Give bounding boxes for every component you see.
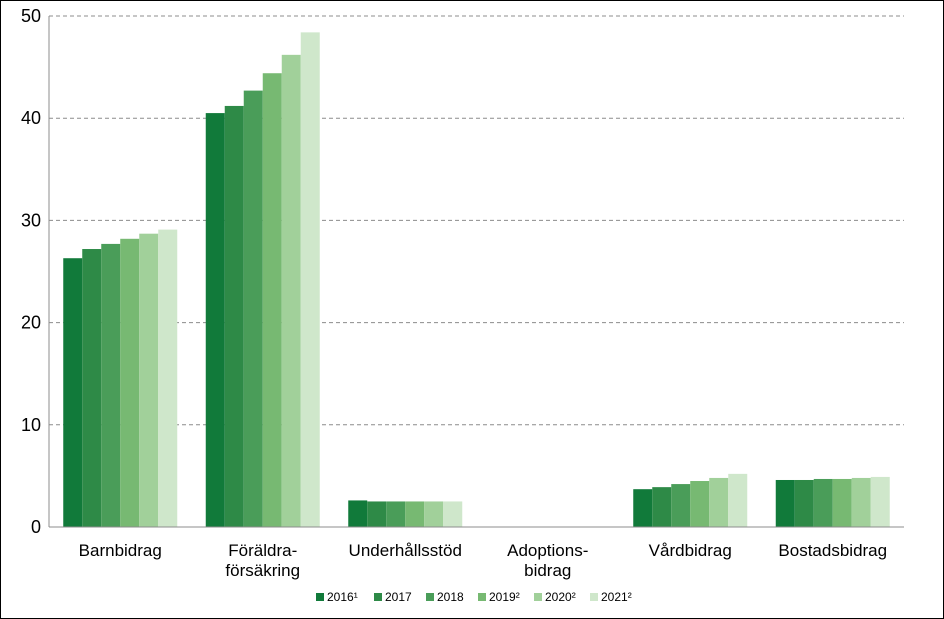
y-tick-label-20: 20 — [21, 313, 41, 333]
legend-label-5: 2021² — [601, 590, 632, 604]
bar-2-2 — [386, 501, 406, 527]
axes: 0 10 20 30 40 50 Barnbidrag Föräldra-försäkring… — [21, 6, 904, 580]
bar-5-5 — [870, 476, 890, 527]
bar-1-4 — [281, 54, 301, 527]
bar-1-2 — [243, 90, 263, 527]
bar-5-1 — [794, 479, 814, 527]
bar-4-4 — [709, 477, 729, 527]
legend-label-1: 2017 — [385, 590, 412, 604]
bar-4-2 — [671, 484, 691, 527]
bar-1-1 — [224, 105, 244, 527]
bars — [63, 32, 890, 528]
gridlines — [49, 15, 904, 426]
legend-label-4: 2020² — [545, 590, 576, 604]
legend-swatch-3 — [478, 593, 486, 601]
bar-0-3 — [120, 238, 140, 527]
bar-4-5 — [728, 473, 748, 527]
bar-5-2 — [813, 478, 833, 527]
category-label-1-1: försäkring — [225, 561, 300, 580]
y-tick-label-50: 50 — [21, 6, 41, 26]
bar-0-0 — [63, 258, 83, 527]
bar-0-2 — [101, 243, 121, 527]
legend-swatch-0 — [316, 593, 324, 601]
category-label-3-0: Adoptions- — [507, 541, 588, 560]
bar-5-0 — [775, 479, 795, 527]
bar-0-1 — [82, 249, 102, 528]
legend-swatch-5 — [590, 593, 598, 601]
bar-0-5 — [158, 229, 178, 527]
category-label-4-0: Vårdbidrag — [649, 541, 732, 560]
bar-2-5 — [443, 501, 463, 527]
y-tick-label-10: 10 — [21, 415, 41, 435]
legend: 2016¹ 2017 2018 2019² 2020² 2021² — [316, 590, 632, 604]
category-label-0-0: Barnbidrag — [79, 541, 162, 560]
category-label-2-0: Underhållsstöd — [349, 541, 462, 560]
legend-label-2: 2018 — [437, 590, 464, 604]
category-label-3-1: bidrag — [524, 561, 571, 580]
bar-2-4 — [424, 501, 444, 527]
bar-4-3 — [690, 481, 710, 527]
bar-1-0 — [205, 113, 225, 527]
category-label-1-0: Föräldra- — [228, 541, 297, 560]
y-tick-label-30: 30 — [21, 210, 41, 230]
bar-1-3 — [262, 73, 282, 528]
bar-1-5 — [300, 32, 320, 528]
bar-2-3 — [405, 501, 425, 527]
bar-0-4 — [139, 233, 159, 527]
bar-5-3 — [832, 478, 852, 527]
legend-label-3: 2019² — [489, 590, 520, 604]
bar-2-0 — [348, 500, 368, 527]
legend-swatch-4 — [534, 593, 542, 601]
y-tick-label-0: 0 — [31, 517, 41, 537]
bar-4-0 — [633, 489, 653, 527]
legend-swatch-2 — [426, 593, 434, 601]
bar-4-1 — [652, 487, 672, 527]
legend-label-0: 2016¹ — [327, 590, 358, 604]
bar-5-4 — [851, 477, 871, 527]
legend-swatch-1 — [374, 593, 382, 601]
bar-2-1 — [367, 501, 387, 527]
category-label-5-0: Bostadsbidrag — [778, 541, 887, 560]
y-tick-label-40: 40 — [21, 108, 41, 128]
